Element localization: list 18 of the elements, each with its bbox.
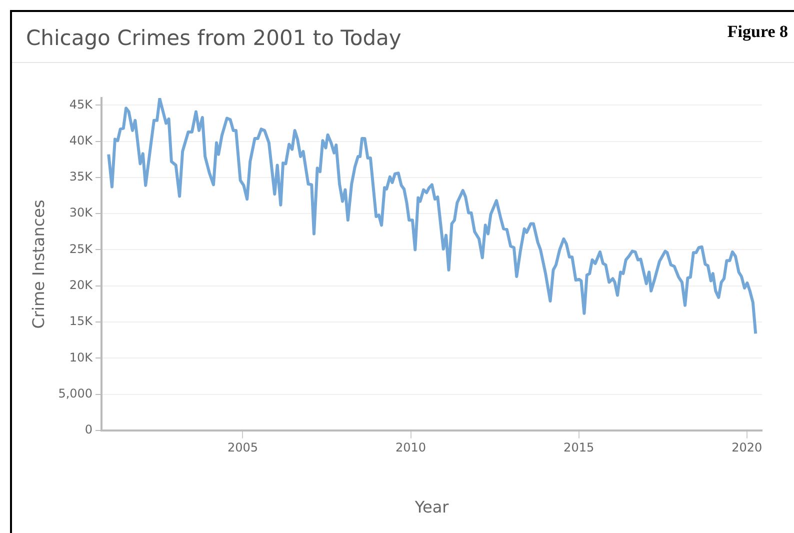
caption: Figure 8 [727,22,788,42]
y-tick-label: 35K [69,170,94,184]
x-tick-label: 2010 [395,440,426,455]
chart-title: Chicago Crimes from 2001 to Today [26,26,402,50]
y-tick-label: 20K [69,278,94,292]
y-tick-label: 40K [69,133,94,148]
y-tick-label: 10K [69,350,94,364]
y-tick-label: 5,000 [58,386,93,400]
y-axis-title: Crime Instances [28,200,48,329]
y-tick-label: 0 [84,422,93,437]
x-tick-label: 2015 [564,440,594,455]
y-tick-label: 15K [69,314,94,328]
y-tick-label: 25K [69,242,94,256]
x-tick-label: 2020 [732,440,762,455]
y-tick-label: 30K [69,206,94,220]
x-axis-title: Year [414,498,450,517]
x-tick-label: 2005 [227,440,258,455]
y-tick-label: 45K [69,97,94,112]
